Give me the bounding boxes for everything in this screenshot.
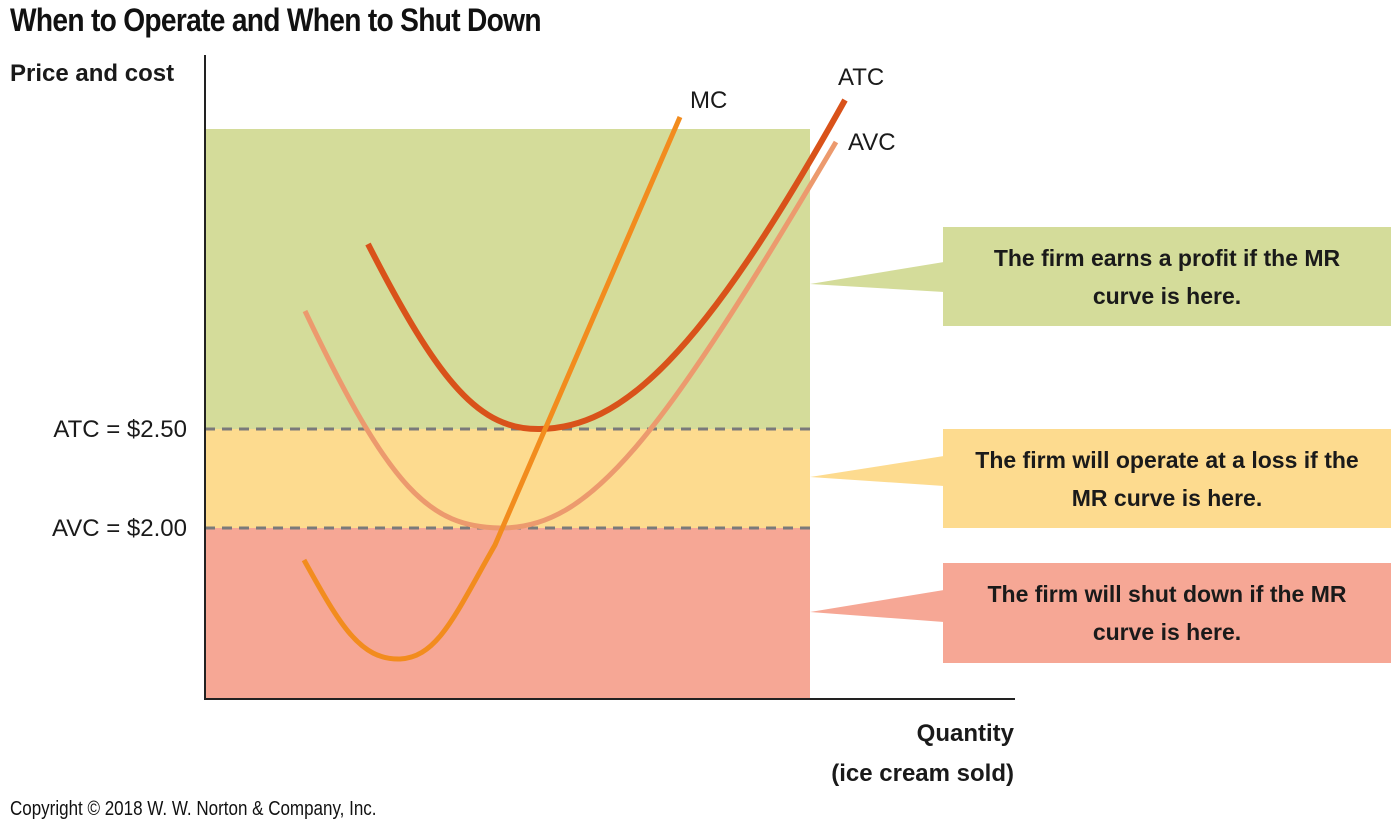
atc-curve-label: ATC: [838, 64, 884, 91]
shutdown-callout-text: The firm will shut down if the MR curve …: [987, 581, 1347, 645]
mc-curve: [301, 116, 683, 662]
atc-curve: [365, 98, 848, 433]
x-axis-label-line2: (ice cream sold): [831, 760, 1014, 787]
mc-curve-label: MC: [690, 87, 727, 114]
loss-callout: The firm will operate at a loss if the M…: [943, 429, 1391, 528]
loss-callout-text: The firm will operate at a loss if the M…: [975, 446, 1359, 511]
avc-curve-label: AVC: [848, 129, 896, 156]
profit-callout-text: The firm earns a profit if the MR curve …: [993, 244, 1341, 309]
copyright-notice: Copyright © 2018 W. W. Norton & Company,…: [10, 798, 377, 820]
avc-curve: [302, 140, 839, 531]
profit-callout-pointer: [810, 262, 944, 292]
shutdown-callout-pointer: [810, 590, 944, 622]
tick-label-avc: AVC = $2.00: [52, 515, 187, 542]
shutdown-zone: [205, 528, 810, 699]
x-axis-label-line1: Quantity: [917, 720, 1015, 747]
profit-callout: The firm earns a profit if the MR curve …: [943, 227, 1391, 326]
loss-callout-pointer: [810, 456, 944, 486]
profit-zone: [205, 129, 810, 429]
y-axis-label: Price and cost: [10, 60, 174, 87]
chart-title: When to Operate and When to Shut Down: [10, 2, 542, 38]
tick-label-atc: ATC = $2.50: [53, 416, 187, 443]
shutdown-callout: The firm will shut down if the MR curve …: [943, 563, 1391, 663]
